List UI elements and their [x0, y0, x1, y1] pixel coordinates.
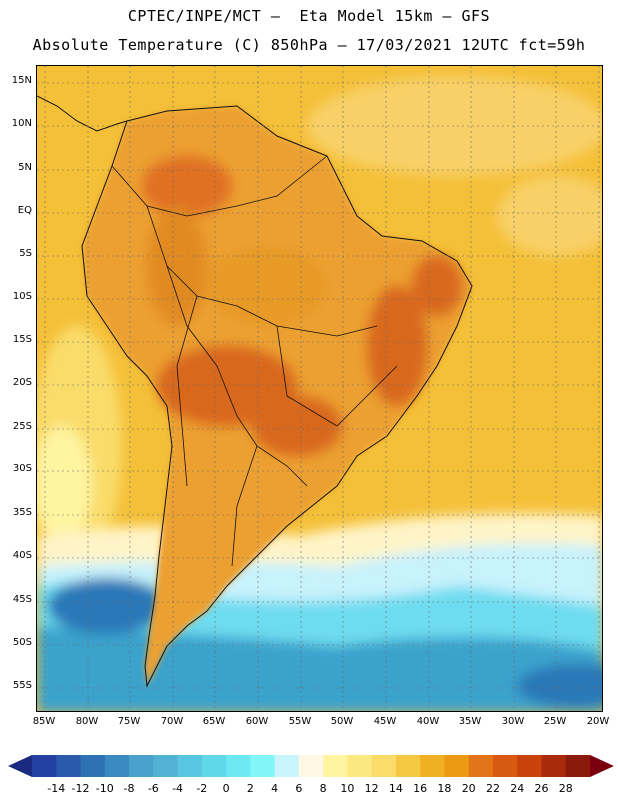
lon-label: 20W: [586, 716, 610, 727]
colorbar-cell: [274, 755, 300, 777]
hot-region: [157, 346, 297, 426]
lat-label: 50S: [12, 637, 32, 648]
lat-label: 20S: [12, 377, 32, 388]
colorbar-cell: [104, 755, 130, 777]
lat-label: 15S: [12, 334, 32, 345]
colorbar-label: 0: [222, 782, 230, 795]
cold-deepest-patch: [47, 578, 167, 634]
colorbar-cell: [371, 755, 397, 777]
lat-label: 5N: [18, 162, 32, 173]
lon-label: 55W: [288, 716, 312, 727]
ocean-light-patch: [497, 176, 602, 256]
colorbar-label: -4: [172, 782, 184, 795]
colorbar-cell: [347, 755, 373, 777]
coastline: [81, 105, 473, 688]
lat-label: 15N: [11, 75, 32, 86]
lat-label: EQ: [17, 205, 32, 216]
hot-region: [367, 286, 427, 406]
lon-label: 35W: [458, 716, 482, 727]
colorbar-label: -2: [196, 782, 208, 795]
pacific-pale-band: [37, 426, 92, 546]
colorbar-cell: [323, 755, 348, 777]
colorbar-label: -12: [71, 782, 90, 795]
lon-label: 30W: [501, 716, 525, 727]
colorbar-label: -14: [47, 782, 66, 795]
colorbar-cell: [129, 755, 154, 777]
lat-label: 45S: [12, 594, 32, 605]
colorbar-cell: [32, 755, 57, 777]
colorbar-label: 16: [413, 782, 428, 795]
hot-region: [412, 256, 462, 316]
colorbar-label: -10: [95, 782, 114, 795]
colorbar-label: 28: [558, 782, 573, 795]
lat-label: 55S: [12, 680, 32, 691]
colorbar-cell: [565, 755, 591, 777]
country-borders: [111, 155, 398, 567]
lon-label: 80W: [75, 716, 99, 727]
lon-label: 70W: [160, 716, 184, 727]
colorbar-label: 18: [437, 782, 452, 795]
colorbar-cell: [468, 755, 494, 777]
chart-title-line2: Absolute Temperature (C) 850hPa – 17/03/…: [32, 36, 586, 54]
cold-deepest-patch: [517, 664, 602, 708]
warm-region: [207, 246, 327, 326]
colorbar-cell: [201, 755, 227, 777]
lon-label: 60W: [245, 716, 269, 727]
lat-label: 40S: [12, 550, 32, 561]
colorbar-label: 14: [388, 782, 403, 795]
lat-label: 35S: [12, 507, 32, 518]
colorbar-cell: [226, 755, 251, 777]
colorbar-label: 8: [319, 782, 327, 795]
colorbar-cell: [517, 755, 542, 777]
hot-region: [252, 396, 342, 456]
colorbar-cell: [177, 755, 203, 777]
chart-title-line1: CPTEC/INPE/MCT – Eta Model 15km – GFS: [127, 7, 491, 25]
colorbar-label: 2: [246, 782, 254, 795]
ocean-light-patch: [307, 76, 602, 176]
colorbar-cell: [153, 755, 179, 777]
colorbar-label: 10: [340, 782, 355, 795]
lon-label: 45W: [373, 716, 397, 727]
colorbar-label: 24: [510, 782, 525, 795]
lon-label: 75W: [117, 716, 141, 727]
colorbar-label: 20: [461, 782, 476, 795]
temperature-map[interactable]: [37, 66, 603, 712]
colorbar-cell: [492, 755, 518, 777]
colorbar-label: 26: [534, 782, 549, 795]
colorbar-cell: [444, 755, 470, 777]
colorbar-cell: [298, 755, 324, 777]
colorbar-cell: [56, 755, 82, 777]
colorbar-cell: [395, 755, 421, 777]
lon-label: 25W: [543, 716, 567, 727]
lat-label: 5S: [19, 248, 32, 259]
cold-deep-zone: [37, 626, 602, 711]
colorbar-cell: [541, 755, 567, 777]
lat-label: 30S: [12, 463, 32, 474]
map-panel[interactable]: [36, 65, 603, 712]
lon-label: 85W: [32, 716, 56, 727]
lon-label: 40W: [416, 716, 440, 727]
colorbar-cell: [420, 755, 445, 777]
hot-region: [142, 156, 232, 216]
lon-label: 50W: [330, 716, 354, 727]
colorbar-cell: [250, 755, 276, 777]
lat-label: 10S: [12, 291, 32, 302]
colorbar-label: 4: [271, 782, 279, 795]
warm-region: [147, 206, 207, 326]
lon-label: 65W: [202, 716, 226, 727]
colorbar-label: -6: [147, 782, 159, 795]
colorbar: [8, 755, 614, 777]
colorbar-label: 22: [485, 782, 500, 795]
colorbar-high-arrow: [590, 755, 614, 777]
colorbar-label: -8: [123, 782, 135, 795]
colorbar-cell: [80, 755, 106, 777]
lat-label: 25S: [12, 421, 32, 432]
colorbar-low-arrow: [8, 755, 32, 777]
colorbar-label: 12: [364, 782, 379, 795]
lat-label: 10N: [11, 118, 32, 129]
colorbar-label: 6: [295, 782, 303, 795]
